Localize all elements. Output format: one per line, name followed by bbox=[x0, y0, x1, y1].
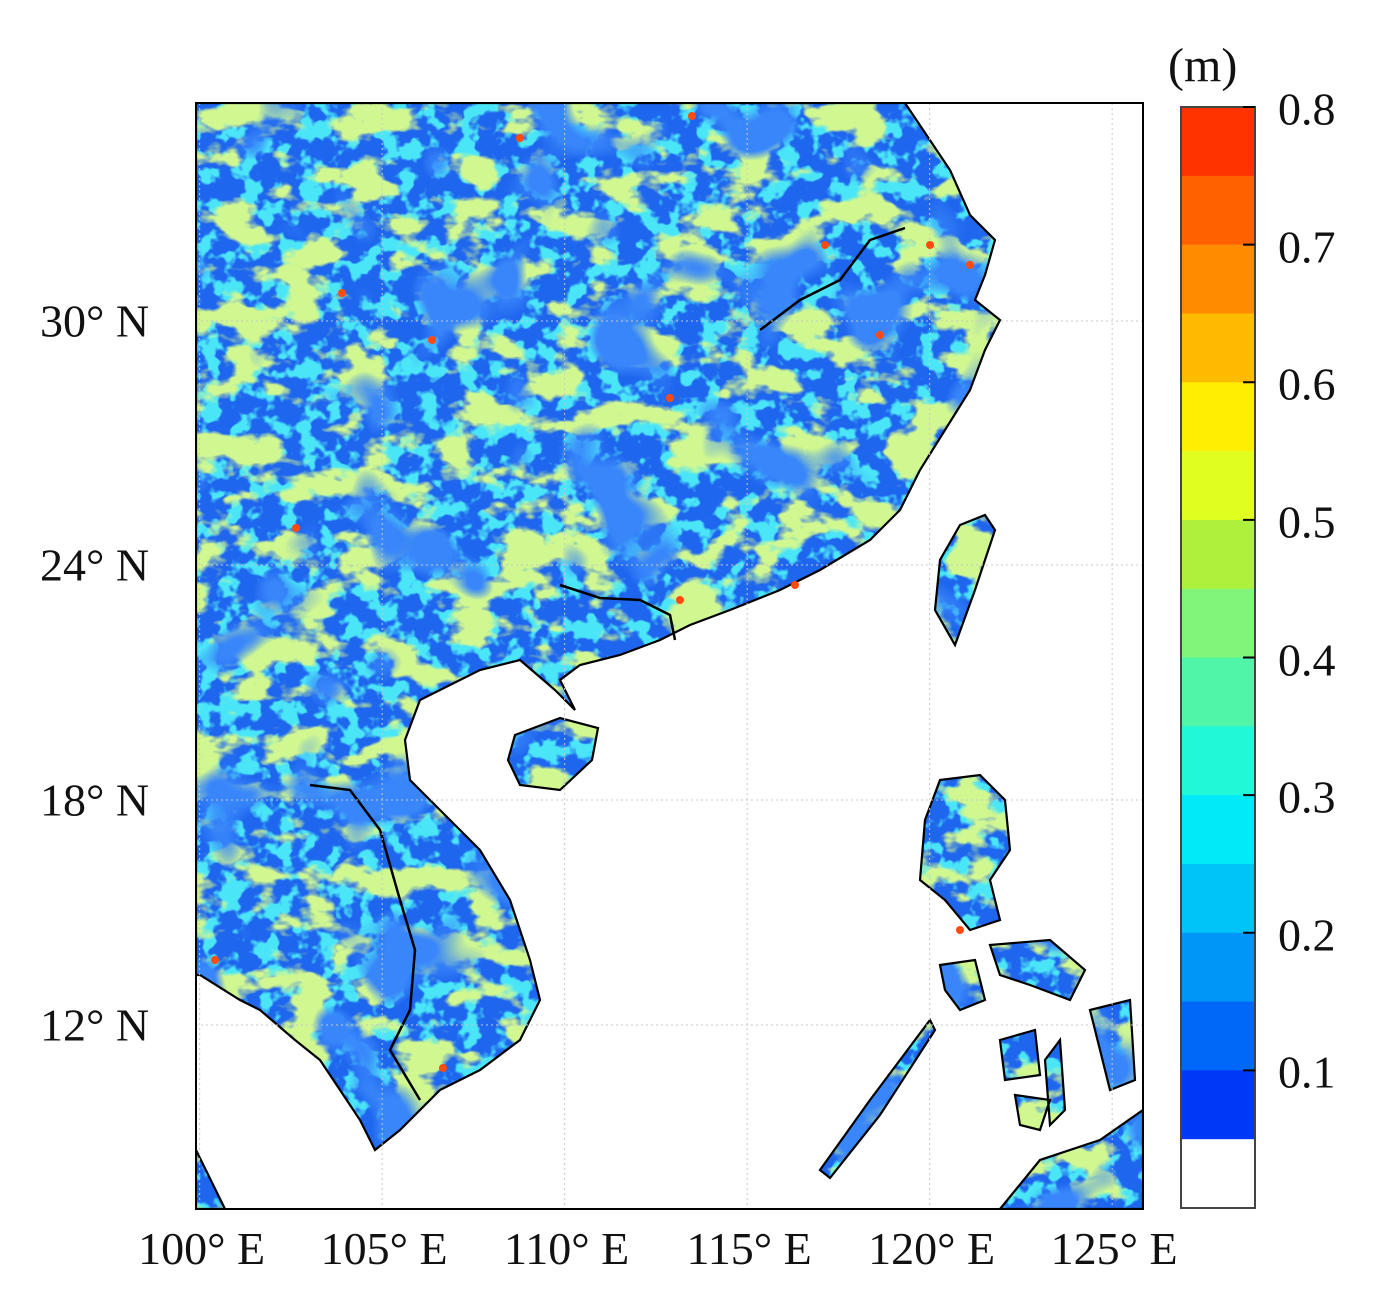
colorbar-tick-label: 0.2 bbox=[1278, 909, 1336, 961]
hotspot bbox=[676, 596, 684, 604]
colorbar-unit-label: (m) bbox=[1168, 39, 1238, 92]
colorbar-bin bbox=[1181, 107, 1255, 177]
colorbar-bin bbox=[1181, 932, 1255, 1003]
river-line bbox=[309, 783, 422, 1101]
hotspot bbox=[688, 112, 696, 120]
hotspot bbox=[666, 394, 674, 402]
colorbar-bin bbox=[1181, 863, 1255, 934]
y-tick-label: 24° N bbox=[40, 539, 150, 591]
colorbar-tick-label: 0.4 bbox=[1278, 634, 1336, 685]
hotspot bbox=[292, 524, 300, 532]
river-line bbox=[759, 226, 906, 331]
colorbar bbox=[1180, 106, 1256, 1209]
x-tick-label: 125° E bbox=[1050, 1223, 1178, 1274]
hotspot bbox=[956, 926, 964, 934]
colorbar-bin bbox=[1181, 519, 1255, 590]
hotspot bbox=[876, 331, 884, 339]
colorbar-bin bbox=[1181, 451, 1255, 521]
colorbar-bin bbox=[1181, 175, 1255, 246]
colorbar-bin bbox=[1181, 1139, 1255, 1209]
x-tick-label: 105° E bbox=[320, 1223, 448, 1274]
plot-frame bbox=[195, 102, 1144, 1210]
colorbar-tick-label: 0.6 bbox=[1278, 358, 1336, 410]
y-tick-label: 12° N bbox=[40, 999, 150, 1051]
colorbar-bin bbox=[1181, 657, 1255, 727]
colorbar-tick-label: 0.1 bbox=[1278, 1046, 1336, 1098]
hotspot bbox=[439, 1064, 447, 1072]
y-tick-label: 30° N bbox=[40, 295, 150, 347]
colorbar-tick-label: 0.8 bbox=[1278, 83, 1336, 135]
hotspot bbox=[966, 261, 974, 269]
colorbar-tick-label: 0.7 bbox=[1278, 221, 1336, 273]
x-tick-label: 110° E bbox=[503, 1223, 630, 1274]
hotspot bbox=[338, 289, 346, 297]
colorbar-bin bbox=[1181, 726, 1255, 796]
grid-lines bbox=[196, 103, 1143, 1209]
border-line bbox=[559, 583, 677, 641]
colorbar-bin bbox=[1181, 1070, 1255, 1140]
colorbar-tick-label: 0.5 bbox=[1278, 496, 1336, 548]
colorbar-bin bbox=[1181, 588, 1255, 658]
y-tick-label: 18° N bbox=[40, 774, 150, 826]
x-tick-label: 115° E bbox=[686, 1223, 812, 1274]
hotspot bbox=[821, 241, 829, 249]
colorbar-bin bbox=[1181, 1001, 1255, 1071]
hotspot bbox=[791, 581, 799, 589]
colorbar-bin bbox=[1181, 244, 1255, 314]
hotspot bbox=[926, 241, 934, 249]
plot-area bbox=[196, 103, 1143, 1209]
hotspot bbox=[428, 336, 436, 344]
colorbar-bin bbox=[1181, 313, 1255, 383]
hotspots bbox=[211, 112, 974, 1072]
hotspot bbox=[211, 956, 219, 964]
x-tick-label: 100° E bbox=[138, 1223, 266, 1274]
colorbar-bin bbox=[1181, 382, 1255, 452]
hotspot bbox=[516, 134, 524, 142]
colorbar-tick-label: 0.3 bbox=[1278, 771, 1336, 823]
x-tick-label: 120° E bbox=[868, 1223, 996, 1274]
colorbar-bin bbox=[1181, 795, 1255, 865]
